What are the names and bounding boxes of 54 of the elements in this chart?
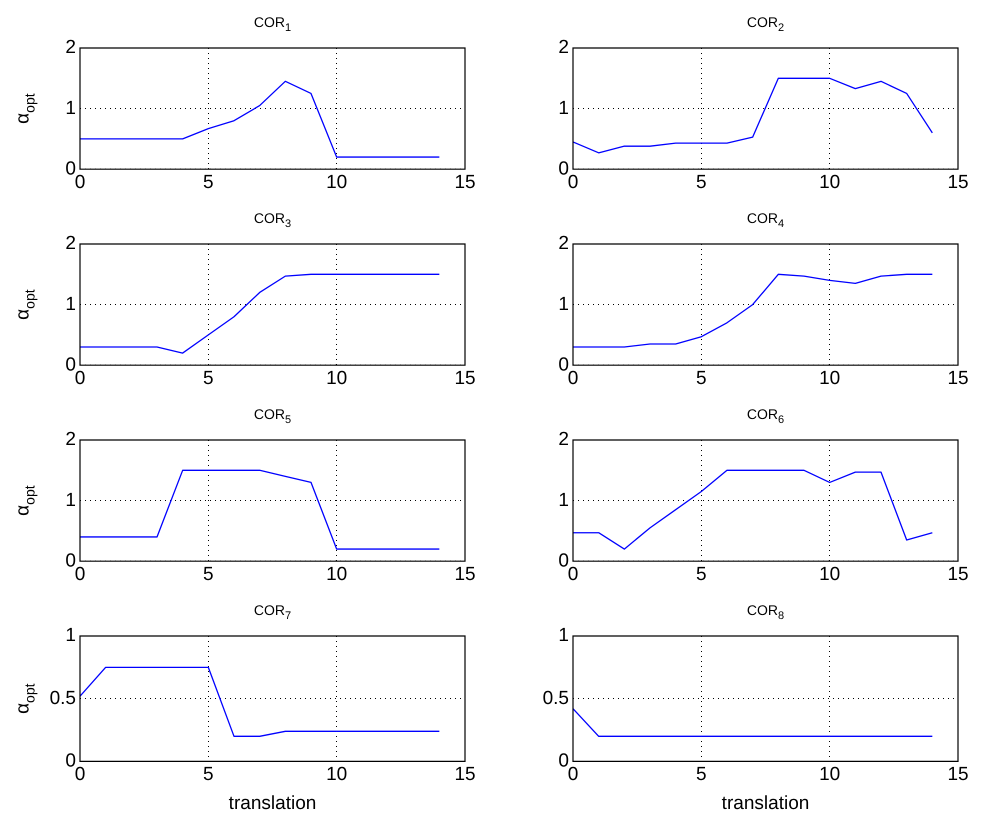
- y-axis-title: αopt: [12, 683, 38, 714]
- y-tick-label: 2: [558, 233, 569, 254]
- x-tick-label: 15: [947, 564, 969, 585]
- x-tick-label: 5: [696, 172, 707, 193]
- x-tick-label: 10: [819, 172, 840, 193]
- x-tick-label: 10: [819, 564, 840, 585]
- y-tick-label: 2: [65, 233, 76, 254]
- y-tick-label: 1: [65, 98, 76, 119]
- y-tick-label: 0.5: [50, 688, 76, 709]
- y-tick-label: 1: [558, 294, 569, 315]
- y-tick-label: 2: [558, 429, 569, 450]
- y-tick-label: 1: [65, 294, 76, 315]
- x-tick-label: 15: [947, 172, 969, 193]
- x-tick-label: 5: [203, 764, 214, 786]
- x-tick-label: 15: [454, 368, 476, 389]
- y-axis-title: αopt: [12, 93, 38, 124]
- y-tick-label: 0: [558, 550, 569, 572]
- x-tick-label: 15: [454, 764, 476, 786]
- x-tick-label: 15: [947, 764, 969, 786]
- x-tick-label: 5: [203, 564, 214, 585]
- y-tick-label: 1: [65, 490, 76, 511]
- y-tick-label: 1: [558, 98, 569, 119]
- x-tick-label: 5: [203, 172, 214, 193]
- y-tick-label: 2: [558, 37, 569, 58]
- x-axis-title: translation: [228, 792, 316, 814]
- x-tick-label: 10: [326, 172, 348, 193]
- y-tick-label: 0: [558, 354, 569, 376]
- y-tick-label: 0: [65, 354, 76, 376]
- y-tick-label: 2: [65, 429, 76, 450]
- y-tick-label: 0: [65, 750, 76, 772]
- y-tick-label: 0: [65, 158, 76, 180]
- x-tick-label: 5: [696, 368, 707, 389]
- y-tick-label: 1: [558, 490, 569, 511]
- y-axis-title: αopt: [12, 485, 38, 516]
- x-tick-label: 15: [454, 564, 476, 585]
- x-axis-title: translation: [722, 792, 810, 814]
- x-tick-label: 15: [947, 368, 969, 389]
- y-tick-label: 0.5: [542, 688, 569, 709]
- x-tick-label: 10: [326, 764, 348, 786]
- y-axis-title: αopt: [12, 289, 38, 320]
- y-tick-label: 1: [558, 625, 569, 646]
- x-tick-label: 15: [454, 172, 476, 193]
- x-tick-label: 5: [203, 368, 214, 389]
- y-tick-label: 1: [65, 625, 76, 646]
- y-tick-label: 0: [558, 750, 569, 772]
- y-tick-label: 2: [65, 37, 76, 58]
- x-tick-label: 5: [696, 764, 707, 786]
- y-tick-label: 0: [558, 158, 569, 180]
- x-tick-label: 10: [819, 368, 840, 389]
- x-tick-label: 5: [696, 564, 707, 585]
- x-tick-label: 10: [819, 764, 840, 786]
- x-tick-label: 10: [326, 368, 348, 389]
- x-tick-label: 10: [326, 564, 348, 585]
- y-tick-label: 0: [65, 550, 76, 572]
